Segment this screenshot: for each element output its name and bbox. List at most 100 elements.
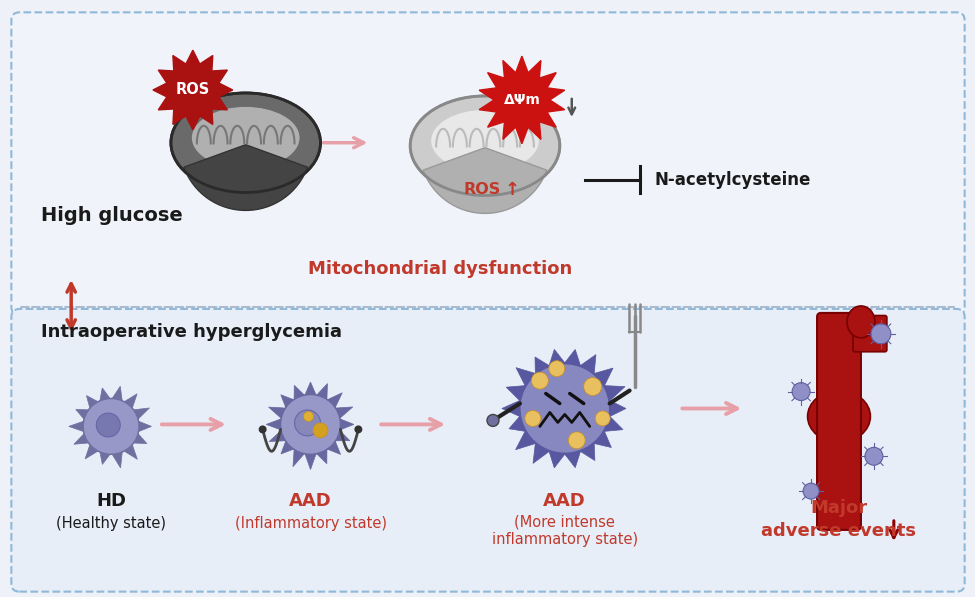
Circle shape xyxy=(354,426,363,433)
Polygon shape xyxy=(604,416,623,432)
Circle shape xyxy=(595,411,610,426)
Polygon shape xyxy=(580,355,596,374)
Text: AAD: AAD xyxy=(290,492,332,510)
Polygon shape xyxy=(479,56,565,144)
Polygon shape xyxy=(153,50,233,130)
Text: ΔΨm: ΔΨm xyxy=(503,93,540,107)
Polygon shape xyxy=(87,396,98,408)
Polygon shape xyxy=(317,383,328,399)
Text: (Healthy state): (Healthy state) xyxy=(57,516,166,531)
FancyBboxPatch shape xyxy=(853,316,887,352)
Circle shape xyxy=(531,372,548,389)
Circle shape xyxy=(83,399,139,454)
Polygon shape xyxy=(69,421,83,432)
Text: ROS: ROS xyxy=(176,82,210,97)
Polygon shape xyxy=(269,431,285,442)
Circle shape xyxy=(83,399,139,454)
Polygon shape xyxy=(609,401,626,417)
Polygon shape xyxy=(294,385,304,399)
FancyBboxPatch shape xyxy=(12,309,964,592)
Text: High glucose: High glucose xyxy=(41,206,183,225)
Text: Intraoperative hyperglycemia: Intraoperative hyperglycemia xyxy=(41,323,342,341)
Polygon shape xyxy=(549,349,565,366)
Polygon shape xyxy=(336,431,350,441)
Circle shape xyxy=(294,410,321,436)
Polygon shape xyxy=(533,443,549,463)
Polygon shape xyxy=(317,450,327,464)
Circle shape xyxy=(584,378,602,396)
Polygon shape xyxy=(112,386,122,401)
Polygon shape xyxy=(604,386,625,401)
Polygon shape xyxy=(506,386,526,401)
Polygon shape xyxy=(535,357,549,374)
Circle shape xyxy=(803,483,819,499)
Ellipse shape xyxy=(431,110,539,171)
Polygon shape xyxy=(305,454,316,470)
Polygon shape xyxy=(125,394,137,408)
Polygon shape xyxy=(76,410,88,419)
Circle shape xyxy=(303,411,314,421)
Circle shape xyxy=(520,364,609,453)
Text: ROS: ROS xyxy=(463,182,500,197)
Polygon shape xyxy=(292,450,304,467)
Polygon shape xyxy=(328,393,342,407)
Polygon shape xyxy=(74,434,88,444)
Text: adverse events: adverse events xyxy=(761,522,916,540)
Circle shape xyxy=(281,395,340,454)
Circle shape xyxy=(871,324,891,344)
Polygon shape xyxy=(85,445,98,459)
Circle shape xyxy=(520,364,609,453)
Ellipse shape xyxy=(171,93,321,192)
Polygon shape xyxy=(134,408,149,419)
Polygon shape xyxy=(502,401,520,417)
Polygon shape xyxy=(516,368,535,386)
FancyBboxPatch shape xyxy=(12,13,964,315)
Polygon shape xyxy=(305,382,316,395)
Polygon shape xyxy=(516,431,535,450)
Polygon shape xyxy=(281,395,293,407)
Text: ↑: ↑ xyxy=(504,180,520,199)
Polygon shape xyxy=(594,368,613,386)
Circle shape xyxy=(97,413,120,437)
Polygon shape xyxy=(100,388,110,401)
Text: AAD: AAD xyxy=(543,492,586,510)
Polygon shape xyxy=(268,407,285,418)
Text: Major: Major xyxy=(810,499,868,517)
Text: N-acetylcysteine: N-acetylcysteine xyxy=(654,171,811,189)
Circle shape xyxy=(525,411,541,426)
Polygon shape xyxy=(328,442,340,454)
Circle shape xyxy=(568,432,585,449)
FancyBboxPatch shape xyxy=(817,313,861,530)
Text: HD: HD xyxy=(97,492,126,510)
Polygon shape xyxy=(336,407,353,418)
Text: (Inflammatory state): (Inflammatory state) xyxy=(235,516,386,531)
Circle shape xyxy=(487,414,499,426)
Polygon shape xyxy=(580,443,595,460)
Polygon shape xyxy=(565,451,580,467)
Circle shape xyxy=(281,395,340,454)
Polygon shape xyxy=(509,416,526,432)
Circle shape xyxy=(549,361,565,377)
Polygon shape xyxy=(266,419,281,430)
Wedge shape xyxy=(184,144,307,210)
Polygon shape xyxy=(594,431,611,448)
Polygon shape xyxy=(340,419,354,430)
Polygon shape xyxy=(125,445,137,459)
Polygon shape xyxy=(281,442,293,454)
Circle shape xyxy=(792,383,810,401)
Circle shape xyxy=(313,423,328,438)
Ellipse shape xyxy=(192,107,299,168)
Circle shape xyxy=(258,426,266,433)
Polygon shape xyxy=(100,453,110,464)
Polygon shape xyxy=(134,434,147,444)
Text: (More intense
inflammatory state): (More intense inflammatory state) xyxy=(491,515,638,547)
Circle shape xyxy=(865,447,883,465)
Polygon shape xyxy=(139,421,151,432)
Ellipse shape xyxy=(807,390,871,442)
Text: Mitochondrial dysfunction: Mitochondrial dysfunction xyxy=(308,260,572,278)
Ellipse shape xyxy=(847,306,875,338)
Polygon shape xyxy=(565,349,580,366)
Wedge shape xyxy=(423,147,547,213)
Ellipse shape xyxy=(410,96,560,195)
Polygon shape xyxy=(549,451,565,468)
